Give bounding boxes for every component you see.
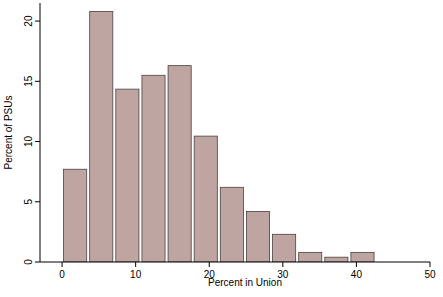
x-tick-label: 10	[130, 269, 142, 280]
bar	[116, 89, 139, 262]
bar	[64, 169, 87, 262]
bar	[273, 234, 296, 262]
bar	[299, 252, 322, 262]
y-tick	[35, 81, 40, 82]
x-tick	[430, 262, 431, 267]
y-tick-label: 10	[23, 136, 34, 148]
y-tick	[35, 141, 40, 142]
bar	[168, 66, 191, 262]
y-tick	[35, 201, 40, 202]
x-axis	[40, 262, 430, 263]
x-tick	[62, 262, 63, 267]
x-tick-label: 0	[59, 269, 65, 280]
y-tick-label: 5	[23, 199, 34, 205]
bar	[90, 11, 113, 262]
y-tick	[35, 21, 40, 22]
bar	[246, 211, 269, 262]
x-tick	[209, 262, 210, 267]
bar	[194, 136, 217, 262]
y-tick-label: 20	[23, 15, 34, 27]
x-tick	[135, 262, 136, 267]
bar	[220, 187, 243, 262]
y-axis-title: Percent of PSUs	[3, 96, 14, 170]
x-tick	[282, 262, 283, 267]
bar	[142, 75, 165, 262]
chart: 0102030405005101520Percent in UnionPerce…	[0, 0, 443, 297]
y-axis	[40, 3, 41, 262]
bars	[64, 11, 374, 262]
x-tick-label: 40	[351, 269, 363, 280]
y-tick	[35, 262, 40, 263]
y-tick-label: 15	[23, 75, 34, 87]
bar	[325, 257, 348, 262]
x-axis-title: Percent in Union	[208, 277, 282, 288]
x-tick-label: 50	[424, 269, 436, 280]
x-tick	[356, 262, 357, 267]
bar	[351, 252, 374, 262]
y-tick-label: 0	[23, 259, 34, 265]
